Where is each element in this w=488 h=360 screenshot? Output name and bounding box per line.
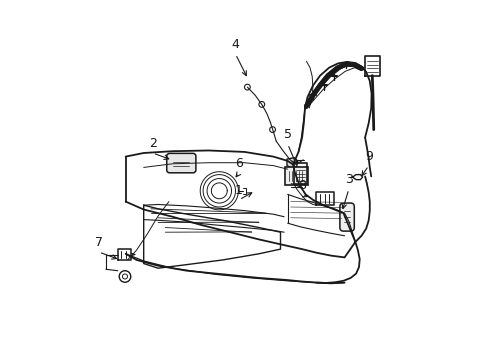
FancyBboxPatch shape bbox=[166, 153, 196, 173]
Text: 3: 3 bbox=[344, 173, 352, 186]
Text: 1: 1 bbox=[235, 184, 243, 197]
Text: 4: 4 bbox=[231, 38, 239, 51]
FancyBboxPatch shape bbox=[339, 203, 354, 231]
FancyBboxPatch shape bbox=[284, 167, 307, 185]
Text: 5: 5 bbox=[283, 128, 291, 141]
Circle shape bbox=[269, 127, 275, 132]
Text: 2: 2 bbox=[148, 137, 156, 150]
Text: 7: 7 bbox=[95, 236, 102, 249]
Text: 9: 9 bbox=[364, 150, 372, 163]
Text: 6: 6 bbox=[235, 157, 243, 170]
Circle shape bbox=[244, 84, 250, 90]
Text: 8: 8 bbox=[298, 179, 305, 192]
Polygon shape bbox=[286, 158, 297, 168]
Circle shape bbox=[258, 102, 264, 107]
